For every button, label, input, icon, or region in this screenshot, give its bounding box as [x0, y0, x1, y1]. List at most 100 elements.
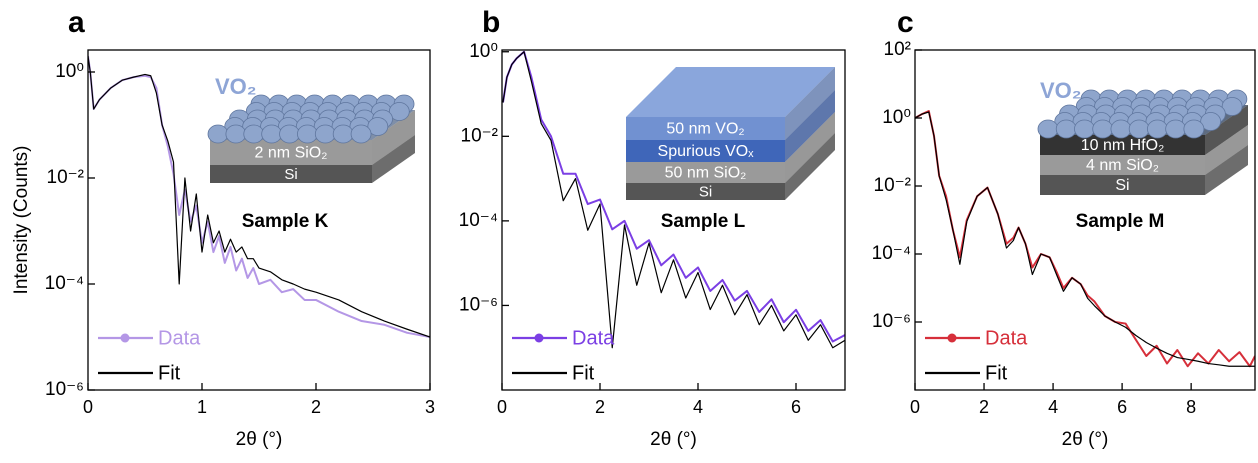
inset-layer-label: 50 nm SiO₂	[665, 165, 747, 182]
panel-label: b	[482, 6, 500, 39]
inset-side	[1205, 145, 1248, 195]
legend-label: Fit	[985, 362, 1008, 384]
plot-frame	[914, 49, 1256, 391]
panel: a 2 nm SiO₂ Si VO₂ Sample K 0 1 2 3 10⁰ 10⁻² 10⁻⁴ 10…	[11, 6, 435, 450]
inset-layer-label: Si	[1115, 177, 1129, 194]
inset-layer	[1040, 155, 1205, 175]
inset-side	[1205, 125, 1248, 175]
inset-top	[626, 67, 835, 117]
inset-layer	[210, 165, 372, 183]
annotation: Sample K	[242, 211, 329, 232]
inset-layer	[1040, 135, 1205, 155]
panel: c 10 nm HfO₂ 4 nm SiO₂ Si VO₂ Sample M 0 2 4 6 8 10…	[872, 6, 1256, 450]
panel-label: c	[897, 6, 914, 39]
y-tick-label: 10⁻⁶	[872, 311, 911, 332]
y-tick-label: 10⁻²	[461, 125, 499, 146]
inset-side	[372, 135, 415, 183]
inset-layer-label: 2 nm SiO₂	[255, 145, 328, 162]
inset-layer	[1040, 175, 1205, 195]
inset-grain	[207, 124, 229, 144]
inset-grain	[1183, 119, 1205, 139]
inset-grain	[1092, 119, 1114, 139]
panel-label: a	[68, 6, 85, 39]
inset-material: VO₂	[215, 74, 257, 99]
y-tick-label: 10⁻²	[874, 175, 912, 196]
plot-frame	[501, 49, 846, 391]
x-axis-label: 2θ (°)	[1062, 429, 1109, 450]
x-tick-label: 4	[693, 397, 703, 417]
data-line	[88, 55, 430, 338]
x-axis-label: 2θ (°)	[650, 429, 697, 450]
x-tick-label: 2	[979, 397, 989, 417]
inset-grain	[350, 124, 372, 144]
inset-grain	[1037, 119, 1059, 139]
inset-side	[1205, 105, 1248, 155]
inset-grain	[279, 124, 300, 144]
inset-layer-label: Si	[699, 183, 712, 200]
plot-frame	[87, 49, 431, 391]
inset-grain	[261, 124, 283, 144]
x-tick-label: 1	[197, 397, 207, 417]
x-tick-label: 6	[791, 397, 801, 417]
x-tick-label: 0	[910, 397, 920, 417]
inset-layer-label: Si	[284, 166, 297, 183]
inset-layer-label: 4 nm SiO₂	[1086, 157, 1159, 174]
inset-grain	[367, 117, 389, 136]
inset-side	[372, 110, 415, 165]
legend-label: Fit	[572, 362, 595, 384]
inset-grain	[314, 124, 336, 144]
inset-side-shade	[785, 67, 835, 200]
data-line	[915, 110, 1255, 368]
y-tick-label: 10⁰	[469, 41, 498, 62]
x-tick-label: 2	[311, 397, 321, 417]
inset-side	[785, 90, 835, 162]
inset-grain	[297, 124, 318, 144]
inset-material: VO₂	[1040, 78, 1082, 103]
y-tick-label: 10⁻⁶	[459, 294, 498, 315]
inset-side-shade	[372, 110, 415, 183]
inset-grain	[1147, 119, 1168, 139]
annotation: Sample L	[661, 211, 746, 232]
data-line	[915, 111, 1255, 367]
x-tick-label: 4	[1048, 397, 1058, 417]
y-tick-label: 10⁻⁴	[45, 273, 84, 294]
inset-grain	[1110, 119, 1132, 139]
inset-layer	[626, 183, 785, 200]
y-tick-label: 10⁰	[55, 61, 84, 82]
y-tick-label: 10⁻²	[47, 167, 85, 188]
inset-grain	[332, 124, 354, 144]
inset-layer-label: 10 nm HfO₂	[1081, 137, 1165, 154]
inset-layer	[626, 162, 785, 183]
legend-label: Data	[158, 327, 201, 349]
inset-side	[785, 133, 835, 200]
inset-side	[785, 67, 835, 140]
inset-grain	[1165, 119, 1187, 139]
legend-label: Fit	[158, 362, 181, 384]
y-tick-label: 10²	[884, 39, 911, 60]
x-tick-label: 3	[425, 397, 435, 417]
x-tick-label: 6	[1117, 397, 1127, 417]
inset-layer	[626, 140, 785, 162]
inset: 2 nm SiO₂ Si VO₂	[207, 74, 415, 183]
inset-grain	[1055, 119, 1077, 139]
inset-grain	[225, 124, 247, 144]
x-tick-label: 2	[595, 397, 605, 417]
inset-grain	[388, 102, 410, 121]
legend-marker	[947, 333, 957, 343]
x-axis-label: 2θ (°)	[236, 429, 283, 450]
annotation: Sample M	[1076, 211, 1165, 232]
inset-layer	[210, 140, 372, 165]
y-tick-label: 10⁻⁴	[872, 243, 911, 264]
legend-marker	[120, 333, 130, 343]
inset-layer-label: Spurious VOₓ	[658, 143, 755, 160]
inset-grain	[1128, 119, 1150, 139]
y-tick-label: 10⁻⁶	[45, 379, 84, 400]
y-tick-label: 10⁻⁴	[459, 210, 498, 231]
inset-layer	[626, 117, 785, 140]
y-axis-label: Intensity (Counts)	[11, 146, 32, 295]
x-tick-label: 0	[83, 397, 93, 417]
legend-label: Data	[572, 327, 615, 349]
x-tick-label: 0	[497, 397, 507, 417]
